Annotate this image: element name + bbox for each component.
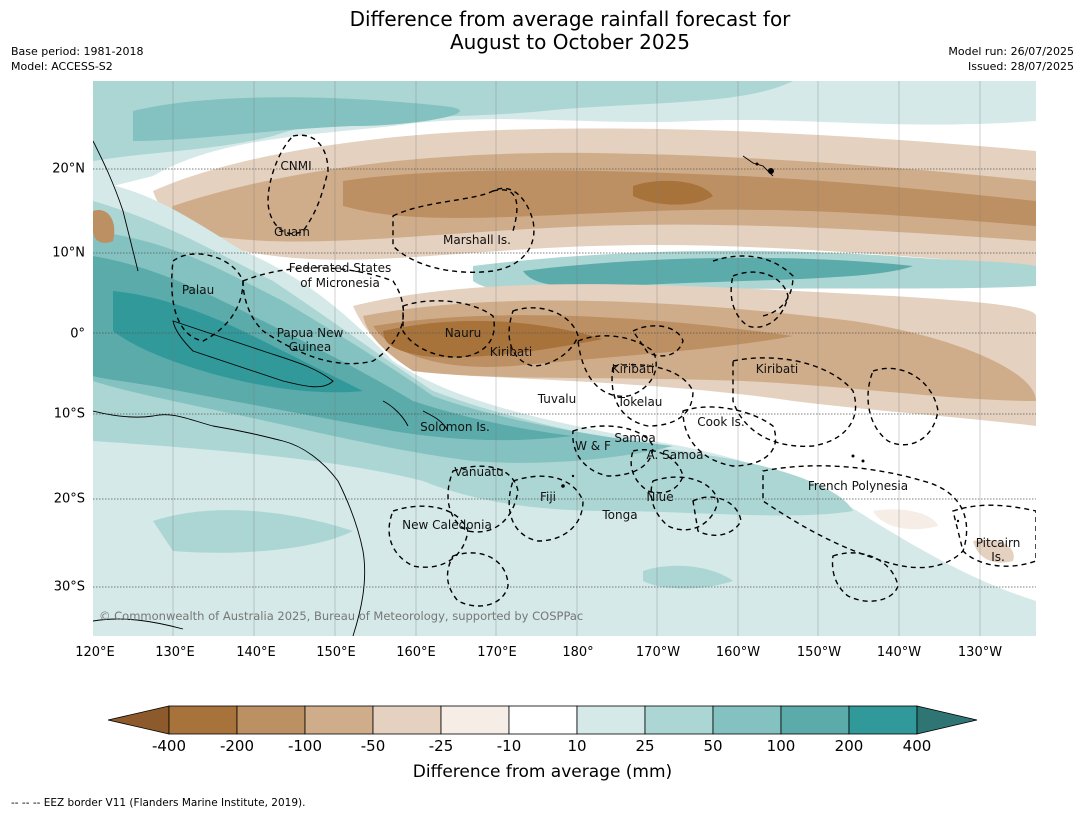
- meta-left: Base period: 1981-2018 Model: ACCESS-S2: [11, 44, 143, 74]
- x-tick-140w: 140°W: [876, 645, 922, 660]
- colorbar-cell: [508, 705, 578, 735]
- region-label-american-samoa: A. Samoa: [646, 448, 704, 462]
- y-tick-0: 0°: [70, 326, 85, 342]
- x-tick-120e: 120°E: [75, 645, 115, 660]
- region-label-pitcairn-1: Pitcairn: [975, 536, 1021, 550]
- y-tick-20n: 20°N: [52, 161, 85, 177]
- title-line-2: August to October 2025: [449, 30, 691, 54]
- region-label-marshall: Marshall Is.: [443, 233, 511, 247]
- colorbar-cell: [712, 705, 782, 735]
- region-label-solomon: Solomon Is.: [420, 420, 490, 434]
- colorbar-cell: [576, 705, 646, 735]
- region-label-png-2: Guinea: [288, 340, 332, 354]
- model-run: Model run: 26/07/2025: [948, 45, 1074, 58]
- colorbar-cell: [168, 705, 238, 735]
- x-tick-130e: 130°E: [155, 645, 195, 660]
- y-tick-20s: 20°S: [53, 491, 85, 507]
- x-tick-160w: 160°W: [715, 645, 761, 660]
- cbar-tick-100: 100: [766, 737, 796, 755]
- region-label-guam: Guam: [274, 225, 310, 239]
- title-line-1: Difference from average rainfall forecas…: [349, 7, 791, 31]
- graticule: [172, 81, 981, 636]
- x-tick-150e: 150°E: [316, 645, 356, 660]
- colorbar-cell: [848, 705, 918, 735]
- cbar-tick-10: 10: [567, 737, 587, 755]
- cbar-tick-m200: -200: [219, 737, 255, 755]
- cbar-tick-50: 50: [703, 737, 723, 755]
- colorbar-extend-high: [916, 705, 978, 735]
- region-label-palau: Palau: [181, 283, 215, 297]
- x-tick-170e: 170°E: [477, 645, 517, 660]
- region-label-fsm-1: Federated States: [288, 261, 392, 275]
- region-label-png-1: Papua New: [276, 326, 344, 340]
- region-label-french-polynesia: French Polynesia: [807, 479, 909, 493]
- colorbar: [107, 705, 978, 735]
- base-period: Base period: 1981-2018: [11, 45, 144, 58]
- y-tick-10s: 10°S: [53, 406, 85, 422]
- cbar-tick-m400: -400: [151, 737, 187, 755]
- colorbar-cells: [107, 705, 978, 735]
- y-tick-30s: 30°S: [53, 579, 85, 595]
- colorbar-cell: [644, 705, 714, 735]
- colorbar-label: Difference from average (mm): [412, 762, 673, 782]
- cbar-tick-400: 400: [902, 737, 932, 755]
- region-label-niue: Niue: [646, 490, 674, 504]
- region-label-vanuatu: Vanuatu: [454, 465, 504, 479]
- region-label-nauru: Nauru: [444, 326, 482, 340]
- colorbar-cell: [236, 705, 306, 735]
- cbar-tick-200: 200: [834, 737, 864, 755]
- region-label-samoa: Samoa: [614, 431, 656, 445]
- x-tick-180: 180°: [562, 645, 594, 660]
- meta-right: Model run: 26/07/2025 Issued: 28/07/2025: [948, 44, 1074, 74]
- cbar-tick-m10: -10: [496, 737, 522, 755]
- colorbar-cell: [440, 705, 510, 735]
- cbar-tick-25: 25: [635, 737, 655, 755]
- copyright-note: © Commonwealth of Australia 2025, Bureau…: [99, 609, 584, 623]
- region-label-kiribati-east: Kiribati: [755, 362, 799, 376]
- x-tick-150w: 150°W: [796, 645, 842, 660]
- x-tick-160e: 160°E: [396, 645, 436, 660]
- cbar-tick-m50: -50: [360, 737, 386, 755]
- region-label-fsm-2: of Micronesia: [300, 276, 380, 290]
- region-label-tonga: Tonga: [602, 508, 638, 522]
- cbar-tick-m100: -100: [287, 737, 323, 755]
- map-canvas: [93, 81, 1036, 636]
- model-name: Model: ACCESS-S2: [11, 60, 113, 73]
- region-label-new-caledonia: New Caledonia: [402, 518, 492, 532]
- region-label-kiribati-west: Kiribati: [489, 345, 533, 359]
- region-label-wallis-futuna: W & F: [575, 439, 611, 453]
- colorbar-cell: [780, 705, 850, 735]
- region-label-tuvalu: Tuvalu: [537, 392, 577, 406]
- x-tick-170w: 170°W: [635, 645, 681, 660]
- colorbar-cell: [372, 705, 442, 735]
- region-label-pitcairn-2: Is.: [991, 550, 1005, 564]
- region-label-fiji: Fiji: [539, 490, 557, 504]
- region-label-kiribati-central: Kiribati: [611, 362, 655, 376]
- chart-title: Difference from average rainfall forecas…: [0, 8, 1085, 54]
- rainfall-map: CNMI Guam Marshall Is. Federated States …: [93, 81, 1036, 636]
- region-label-cnmi: CNMI: [280, 159, 312, 173]
- colorbar-extend-low: [107, 705, 170, 735]
- issued-date: Issued: 28/07/2025: [967, 60, 1074, 73]
- anomaly-contours: [93, 81, 1036, 636]
- eez-footnote: -- -- -- EEZ border V11 (Flanders Marine…: [11, 797, 306, 809]
- region-label-cook: Cook Is.: [697, 415, 745, 429]
- eez-borders: [171, 134, 1036, 607]
- latitude-lines: [93, 168, 1036, 588]
- cbar-tick-m25: -25: [428, 737, 454, 755]
- region-label-tokelau: Tokelau: [617, 395, 663, 409]
- y-tick-10n: 10°N: [52, 245, 85, 261]
- x-tick-140e: 140°E: [236, 645, 276, 660]
- islands: [561, 162, 960, 523]
- colorbar-cell: [304, 705, 374, 735]
- x-tick-130w: 130°W: [957, 645, 1003, 660]
